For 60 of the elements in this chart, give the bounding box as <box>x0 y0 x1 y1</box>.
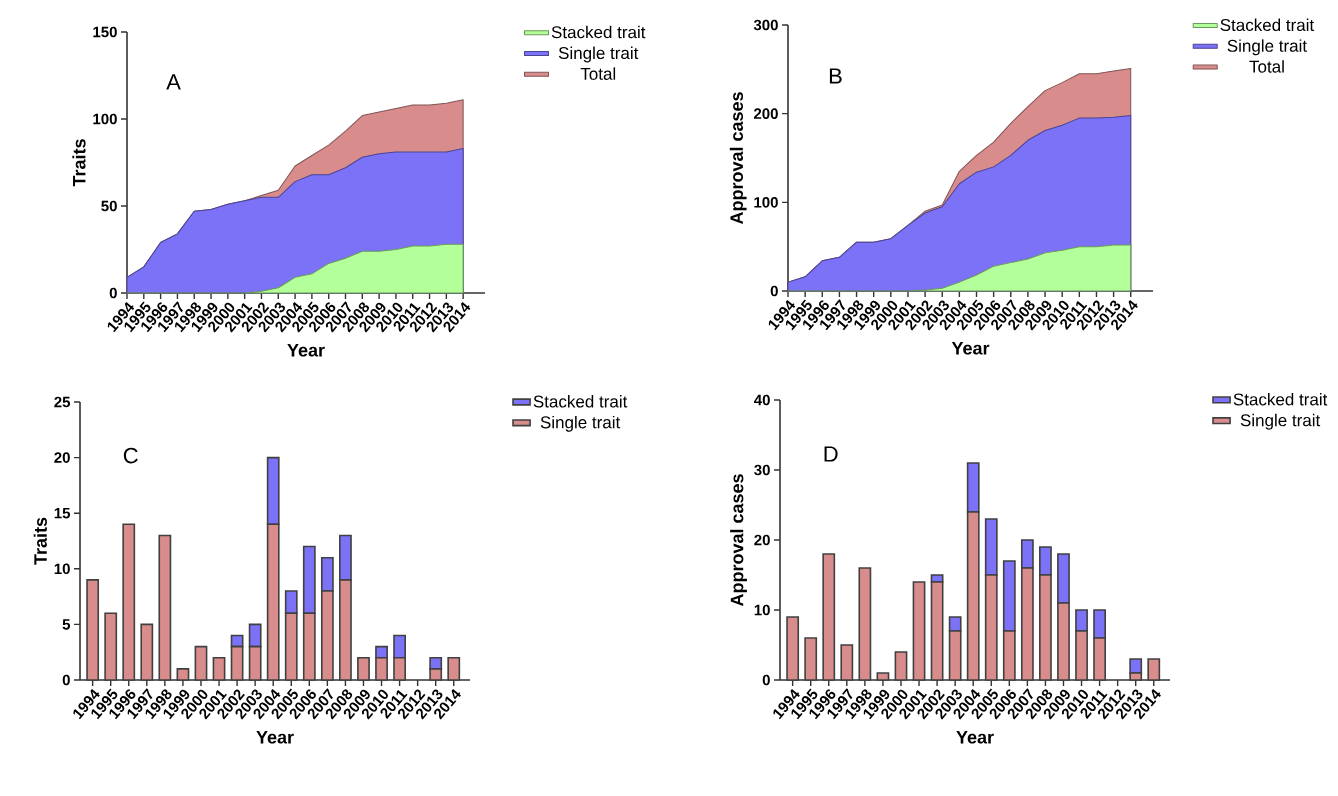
legend-label: Single trait <box>558 46 639 63</box>
x-axis-title: Year <box>951 342 990 355</box>
y-axis-title: Traits <box>33 517 47 565</box>
bar <box>86 579 100 681</box>
y-tick-label: 30 <box>754 464 770 476</box>
bar <box>858 567 872 681</box>
y-axis-title: Traits <box>72 139 86 187</box>
bar <box>840 644 854 681</box>
bar <box>912 581 926 681</box>
bar <box>804 637 818 681</box>
bar <box>140 623 154 681</box>
y-tick-label: 300 <box>753 19 778 31</box>
bar <box>194 645 208 681</box>
y-tick-label: 20 <box>754 534 770 546</box>
y-tick-label: 5 <box>62 619 71 630</box>
bar <box>876 672 890 681</box>
y-tick-label: 200 <box>753 108 778 119</box>
annotation: D <box>824 446 838 462</box>
x-axis-title: Year <box>956 731 994 744</box>
legend-label: Stacked trait <box>1233 393 1328 406</box>
y-tick-label: 40 <box>754 394 770 406</box>
y-tick-label: 50 <box>101 200 117 212</box>
annotation: A <box>166 74 181 90</box>
bar <box>212 656 226 681</box>
bar <box>104 612 118 681</box>
y-tick-label: 0 <box>62 674 70 686</box>
bar <box>447 656 461 681</box>
bar <box>357 656 370 681</box>
y-tick-label: 0 <box>109 287 117 299</box>
y-axis-title: Approval cases <box>729 92 747 225</box>
bar <box>158 534 172 681</box>
y-tick-label: 15 <box>54 507 71 519</box>
bar <box>1147 658 1161 681</box>
y-tick-label: 100 <box>93 113 117 125</box>
legend-label: Total <box>580 67 616 80</box>
annotation: C <box>123 447 138 464</box>
bar <box>122 523 136 681</box>
legend-label: Single trait <box>1240 413 1321 430</box>
legend-label: Stacked trait <box>1220 18 1315 32</box>
legend-label: Total <box>1249 60 1284 73</box>
y-tick-label: 0 <box>762 674 770 686</box>
x-axis-title: Year <box>256 731 294 744</box>
y-tick-label: 100 <box>754 197 778 208</box>
y-tick-label: 20 <box>54 452 70 463</box>
legend-label: Stacked trait <box>533 395 628 408</box>
bar <box>894 651 908 681</box>
bar <box>786 616 800 681</box>
y-tick-label: 150 <box>93 26 117 38</box>
bar <box>176 668 190 681</box>
x-axis-title: Year <box>287 344 325 357</box>
y-tick-label: 0 <box>770 285 778 297</box>
legend-label: Single trait <box>540 415 621 432</box>
legend-label: Single trait <box>1227 39 1307 56</box>
y-tick-label: 10 <box>54 563 70 575</box>
y-tick-label: 25 <box>54 396 71 408</box>
y-tick-label: 10 <box>754 604 770 616</box>
bar <box>822 553 836 681</box>
annotation: B <box>829 68 842 84</box>
legend-label: Stacked trait <box>551 25 646 39</box>
y-axis-title: Approval cases <box>730 474 747 607</box>
